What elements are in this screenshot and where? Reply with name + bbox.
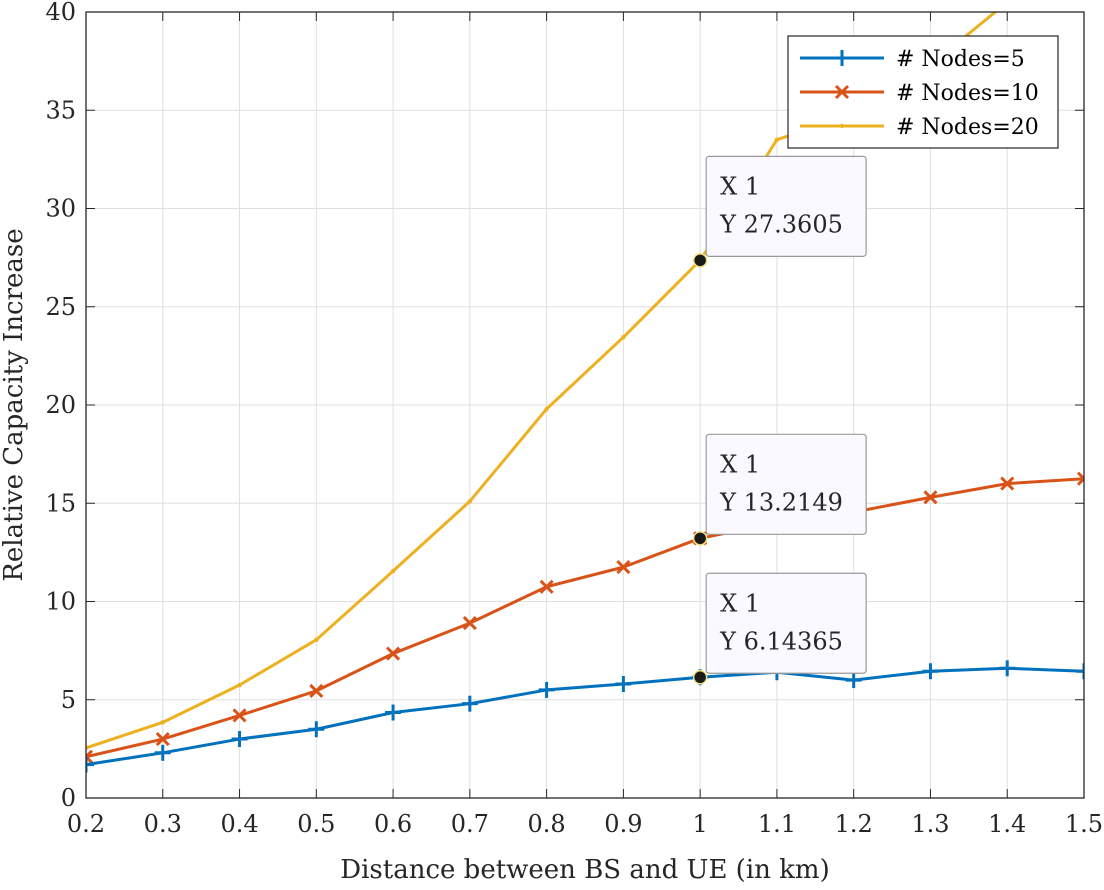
series-0-point	[922, 663, 939, 680]
datatip-x: X 1	[720, 172, 760, 200]
series-1-point	[309, 683, 324, 698]
datatip-y: Y 6.14365	[719, 627, 843, 655]
series-0-point	[308, 721, 325, 738]
series-2-point	[160, 720, 165, 725]
legend-item: # Nodes=20	[800, 115, 1039, 140]
legend-item: # Nodes=5	[800, 47, 1025, 72]
x-tick-label: 0.9	[604, 810, 642, 838]
series-1-point	[155, 731, 170, 747]
series-1-point	[86, 749, 94, 764]
y-tick-label: 15	[45, 489, 76, 517]
y-tick-label: 5	[61, 686, 76, 714]
series-2-point	[1005, 0, 1009, 4]
x-tick-label: 0.7	[451, 810, 489, 838]
axes: 0.2 0.3 0.4 0.5 0.6 0.7 0.8 0.9 1 1.1 1.2 1.3 1.4 1.5…	[45, 0, 1103, 838]
y-tick-label: 25	[45, 293, 76, 321]
series-2-point	[314, 637, 319, 643]
datatip-marker[interactable]	[692, 531, 708, 546]
legend-marker	[834, 50, 850, 66]
series-1-point	[386, 646, 401, 661]
legend-label: # Nodes=20	[896, 115, 1039, 140]
series-2-point	[237, 682, 242, 688]
datatip-box	[705, 155, 867, 257]
series-0-point	[385, 704, 402, 721]
y-tick-label: 10	[45, 588, 76, 616]
series-2-point	[544, 406, 549, 412]
datatip-y: Y 27.3605	[719, 210, 843, 238]
series-1-point	[923, 490, 938, 505]
x-axis-label: Distance between BS and UE (in km)	[340, 855, 829, 885]
series-0-point	[1076, 663, 1084, 680]
datatip-x: X 1	[720, 589, 760, 617]
y-tick-label: 40	[45, 0, 76, 26]
series-0-point	[845, 672, 862, 689]
legend-marker	[839, 123, 845, 129]
datatip-x: X 1	[720, 450, 760, 478]
datatip[interactable]: X 1 Y 13.2149	[692, 433, 867, 546]
x-tick-label: 0.3	[144, 810, 182, 838]
datatip[interactable]: X 1 Y 6.14365	[692, 572, 867, 685]
y-tick-label: 30	[45, 195, 76, 223]
y-tick-label: 35	[45, 96, 76, 124]
x-tick-label: 1.4	[988, 810, 1026, 838]
x-tick-label: 0.6	[374, 810, 412, 838]
series-line-1	[86, 477, 1084, 759]
x-tick-label: 0.4	[220, 810, 258, 838]
x-tick-label: 1.5	[1065, 810, 1103, 838]
legend-marker	[834, 84, 850, 100]
series-0-point	[86, 756, 94, 773]
x-tick-label: 1	[693, 810, 708, 838]
series-1-point	[232, 708, 247, 723]
series-0-point	[615, 676, 632, 693]
x-tick-label: 0.5	[297, 810, 335, 838]
legend-item: # Nodes=10	[800, 81, 1039, 106]
datatip-box	[705, 433, 867, 535]
series-2-point	[390, 568, 396, 574]
series-0-point	[999, 660, 1016, 677]
series-1-point	[539, 579, 554, 594]
x-tick-label: 1.2	[835, 810, 873, 838]
series-1-point	[1000, 476, 1015, 491]
y-tick-label: 0	[61, 784, 76, 812]
x-tick-label: 1.1	[758, 810, 796, 838]
series-1-point	[616, 560, 631, 575]
series-1-point	[462, 616, 477, 631]
series-2-point	[467, 499, 473, 504]
series-0-point	[154, 744, 171, 761]
datatip-marker[interactable]	[692, 670, 708, 685]
series-0-point	[538, 681, 555, 698]
datatip[interactable]: X 1 Y 27.3605	[692, 155, 867, 268]
datatip-marker[interactable]	[692, 253, 708, 268]
series-1-point	[1076, 471, 1084, 486]
series-2-point	[774, 137, 780, 142]
series-0-point	[461, 695, 478, 712]
legend-label: # Nodes=5	[896, 47, 1025, 72]
datatips: X 1 Y 27.3605 X 1 Y 13.2149 X 1 Y 6.14365	[692, 155, 867, 685]
x-tick-label: 0.8	[528, 810, 566, 838]
series-0-point	[231, 731, 248, 748]
series-line-0	[86, 666, 1084, 767]
legend-label: # Nodes=10	[896, 81, 1039, 106]
plot-frame	[85, 11, 1085, 799]
datatip-y: Y 13.2149	[719, 488, 843, 516]
legend: # Nodes=5 # Nodes=10 # Nodes=20	[787, 35, 1059, 149]
x-tick-label: 0.2	[67, 810, 105, 838]
x-tick-label: 1.3	[911, 810, 949, 838]
y-tick-label: 20	[45, 391, 76, 419]
series-2-point	[621, 335, 626, 340]
y-axis-label: Relative Capacity Increase	[0, 228, 29, 581]
datatip-box	[705, 572, 867, 674]
